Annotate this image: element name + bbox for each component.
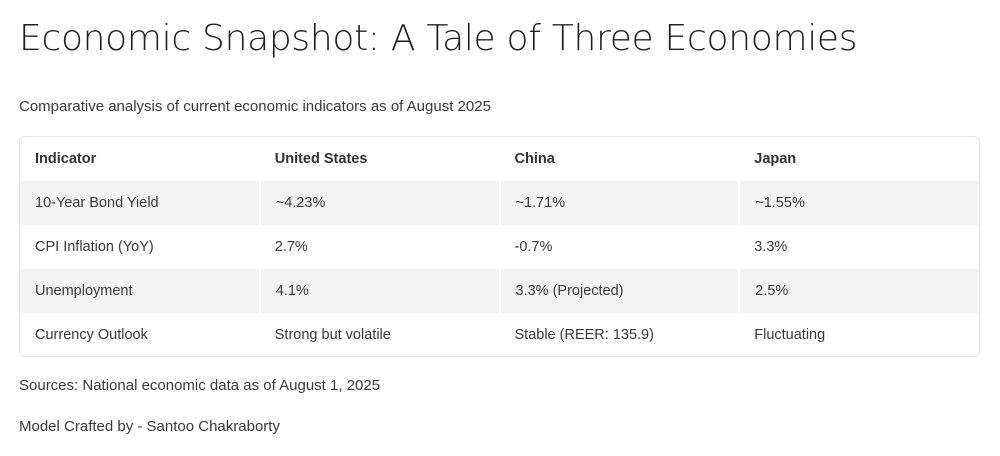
indicators-table: Indicator United States China Japan 10-Y… <box>20 137 979 356</box>
cell-indicator: 10-Year Bond Yield <box>20 181 260 225</box>
header-china: China <box>499 137 740 181</box>
indicators-table-container: Indicator United States China Japan 10-Y… <box>19 136 980 357</box>
cell-united-states: ~4.23% <box>258 181 500 225</box>
cell-china: ~1.71% <box>498 181 740 225</box>
cell-china: 3.3% (Projected) <box>498 269 740 313</box>
header-united-states: United States <box>259 137 500 181</box>
cell-indicator: CPI Inflation (YoY) <box>20 225 260 269</box>
page-subtitle: Comparative analysis of current economic… <box>19 98 491 115</box>
header-indicator: Indicator <box>20 137 260 181</box>
sources-note: Sources: National economic data as of Au… <box>19 377 381 394</box>
cell-japan: ~1.55% <box>738 181 979 225</box>
cell-japan: 3.3% <box>739 225 979 269</box>
header-japan: Japan <box>739 137 979 181</box>
cell-china: Stable (REER: 135.9) <box>499 313 740 356</box>
cell-indicator: Unemployment <box>20 269 260 313</box>
credit-note: Model Crafted by - Santoo Chakraborty <box>19 418 280 435</box>
table-row: Currency Outlook Strong but volatile Sta… <box>20 313 979 356</box>
cell-united-states: Strong but volatile <box>259 313 500 356</box>
table-row: CPI Inflation (YoY) 2.7% -0.7% 3.3% <box>20 225 979 269</box>
cell-japan: 2.5% <box>738 269 979 313</box>
cell-indicator: Currency Outlook <box>20 313 260 356</box>
cell-china: -0.7% <box>499 225 740 269</box>
cell-united-states: 4.1% <box>258 269 500 313</box>
table-row: Unemployment 4.1% 3.3% (Projected) 2.5% <box>20 269 979 313</box>
page-title: Economic Snapshot: A Tale of Three Econo… <box>19 18 858 59</box>
cell-japan: Fluctuating <box>739 313 979 356</box>
table-header-row: Indicator United States China Japan <box>20 137 979 181</box>
table-row: 10-Year Bond Yield ~4.23% ~1.71% ~1.55% <box>20 181 979 225</box>
cell-united-states: 2.7% <box>259 225 500 269</box>
